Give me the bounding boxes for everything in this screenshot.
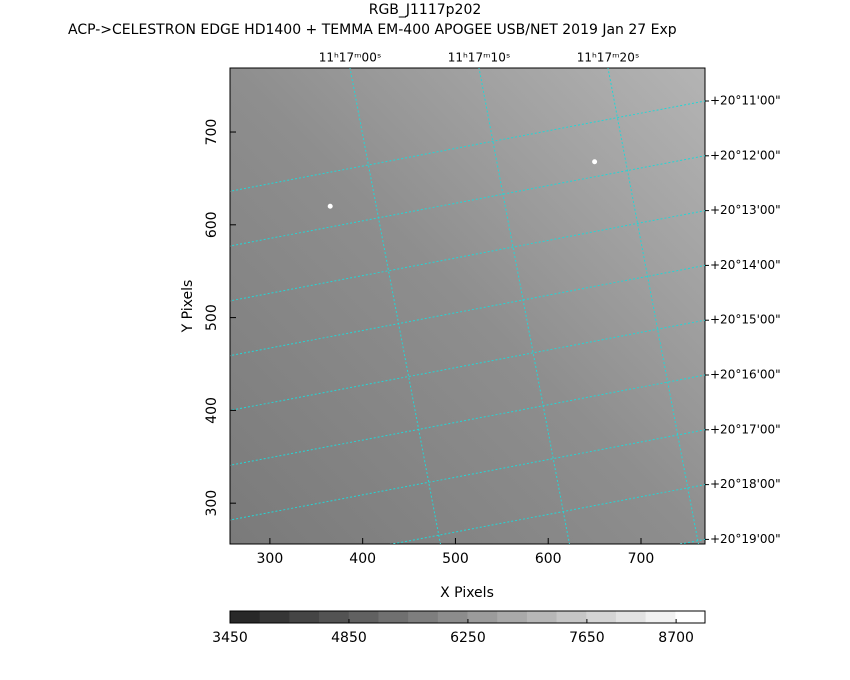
dec-tick-label: +20°18'00" bbox=[710, 477, 781, 491]
colorbar-tick-label: 8700 bbox=[658, 630, 694, 646]
star bbox=[327, 203, 333, 209]
x-tick-label: 400 bbox=[349, 551, 376, 567]
colorbar-segment bbox=[319, 611, 350, 623]
ra-tick-label: 11ʰ17ᵐ20ˢ bbox=[577, 51, 640, 65]
x-tick-label: 500 bbox=[442, 551, 469, 567]
y-tick-label: 400 bbox=[204, 397, 220, 424]
colorbar-segment bbox=[526, 611, 558, 623]
star bbox=[592, 159, 598, 165]
x-tick-label: 700 bbox=[628, 551, 655, 567]
colorbar-segment bbox=[467, 611, 498, 623]
colorbar-tick-label: 4850 bbox=[331, 630, 367, 646]
sky-image bbox=[229, 67, 706, 545]
colorbar-segment bbox=[437, 611, 468, 623]
dec-tick-label: +20°11'00" bbox=[710, 94, 781, 108]
y-tick-label: 700 bbox=[204, 119, 220, 146]
dec-tick-label: +20°16'00" bbox=[710, 368, 781, 382]
colorbar-segment bbox=[645, 611, 676, 623]
y-tick-label: 300 bbox=[204, 490, 220, 517]
colorbar-segment bbox=[348, 611, 379, 623]
dec-tick-label: +20°14'00" bbox=[710, 258, 781, 272]
dec-tick-label: +20°15'00" bbox=[710, 313, 781, 327]
colorbar-segment bbox=[615, 611, 647, 623]
chart-subtitle: ACP->CELESTRON EDGE HD1400 + TEMMA EM-40… bbox=[68, 22, 677, 38]
x-tick-label: 300 bbox=[257, 551, 284, 567]
y-tick-label: 600 bbox=[204, 211, 220, 238]
colorbar-segment bbox=[259, 611, 290, 623]
colorbar-segment bbox=[556, 611, 587, 623]
colorbar-tick-label: 3450 bbox=[212, 630, 248, 646]
colorbar-segment bbox=[586, 611, 617, 623]
colorbar-segment bbox=[675, 611, 706, 623]
x-axis-label: X Pixels bbox=[440, 585, 494, 601]
dec-tick-label: +20°13'00" bbox=[710, 203, 781, 217]
dec-tick-label: +20°17'00" bbox=[710, 422, 781, 436]
y-tick-label: 500 bbox=[204, 304, 220, 331]
dec-tick-label: +20°12'00" bbox=[710, 148, 781, 162]
dec-tick-label: +20°19'00" bbox=[710, 532, 781, 546]
y-axis-label: Y Pixels bbox=[180, 280, 196, 334]
chart-title: RGB_J1117p202 bbox=[369, 2, 482, 18]
colorbar-segment bbox=[378, 611, 409, 623]
ra-tick-label: 11ʰ17ᵐ10ˢ bbox=[448, 51, 511, 65]
colorbar-tick-label: 6250 bbox=[450, 630, 486, 646]
colorbar-segment bbox=[497, 611, 528, 623]
colorbar-tick-label: 7650 bbox=[569, 630, 605, 646]
ra-tick-label: 11ʰ17ᵐ00ˢ bbox=[319, 51, 382, 65]
x-tick-label: 600 bbox=[535, 551, 562, 567]
colorbar-segment bbox=[408, 611, 439, 623]
colorbar-segment bbox=[289, 611, 320, 623]
colorbar-segment bbox=[230, 611, 261, 623]
